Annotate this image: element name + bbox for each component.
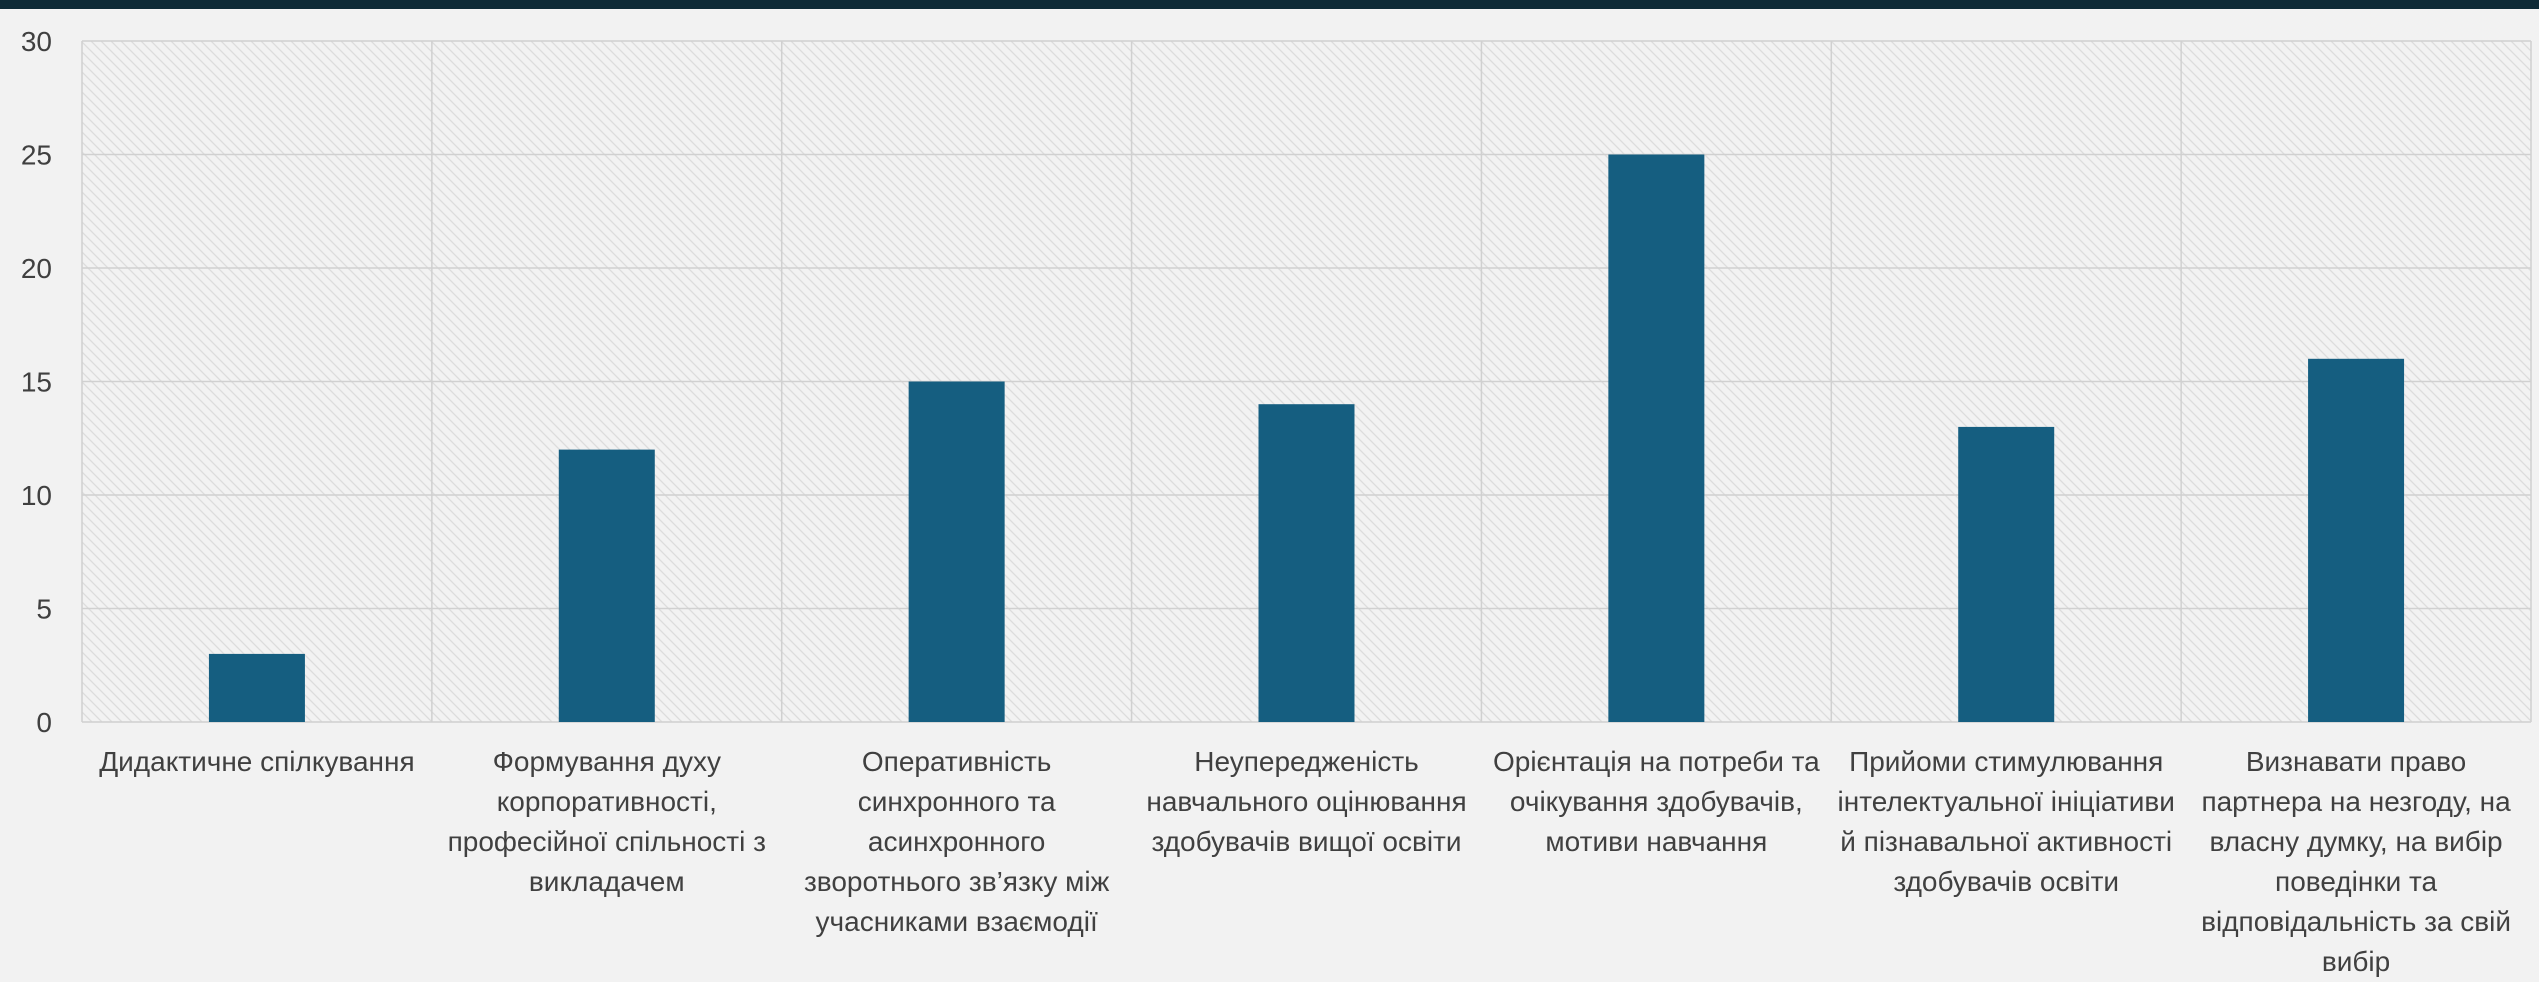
bar-1 [558,449,655,722]
y-tick-label-6: 30 [21,26,52,57]
bar-3 [1258,404,1355,722]
bars [208,154,2405,722]
vertical-gridlines [81,41,2532,722]
top-strip [0,0,2539,9]
y-tick-label-1: 5 [36,594,52,625]
x-category-label-5: Прийоми стимулювання інтелектуальної іні… [1837,746,2175,897]
x-category-label-1: Формування духу корпоративності, професі… [447,746,766,897]
x-category-label-6: Визнавати право партнера на незгоду, на … [2201,746,2512,977]
bar-4 [1608,154,1705,722]
y-tick-label-5: 25 [21,140,52,171]
y-tick-label-4: 20 [21,253,52,284]
bar-0 [208,653,305,722]
x-category-label-3: Неупередженість навчального оцінювання з… [1146,746,1467,857]
bar-6 [2308,358,2405,722]
y-tick-label-3: 15 [21,367,52,398]
y-tick-label-2: 10 [21,480,52,511]
bar-2 [908,381,1005,722]
x-category-label-2: Оперативність синхронного та асинхронног… [803,746,1110,937]
horizontal-gridlines [82,40,2531,723]
bar-5 [1958,426,2055,722]
x-category-label-0: Дидактичне спілкування [99,746,415,777]
y-axis-ticks: 0 5 10 15 20 25 30 [21,26,52,738]
y-tick-label-0: 0 [36,707,52,738]
x-category-label-4: Орієнтація на потреби та очікування здоб… [1492,746,1820,857]
